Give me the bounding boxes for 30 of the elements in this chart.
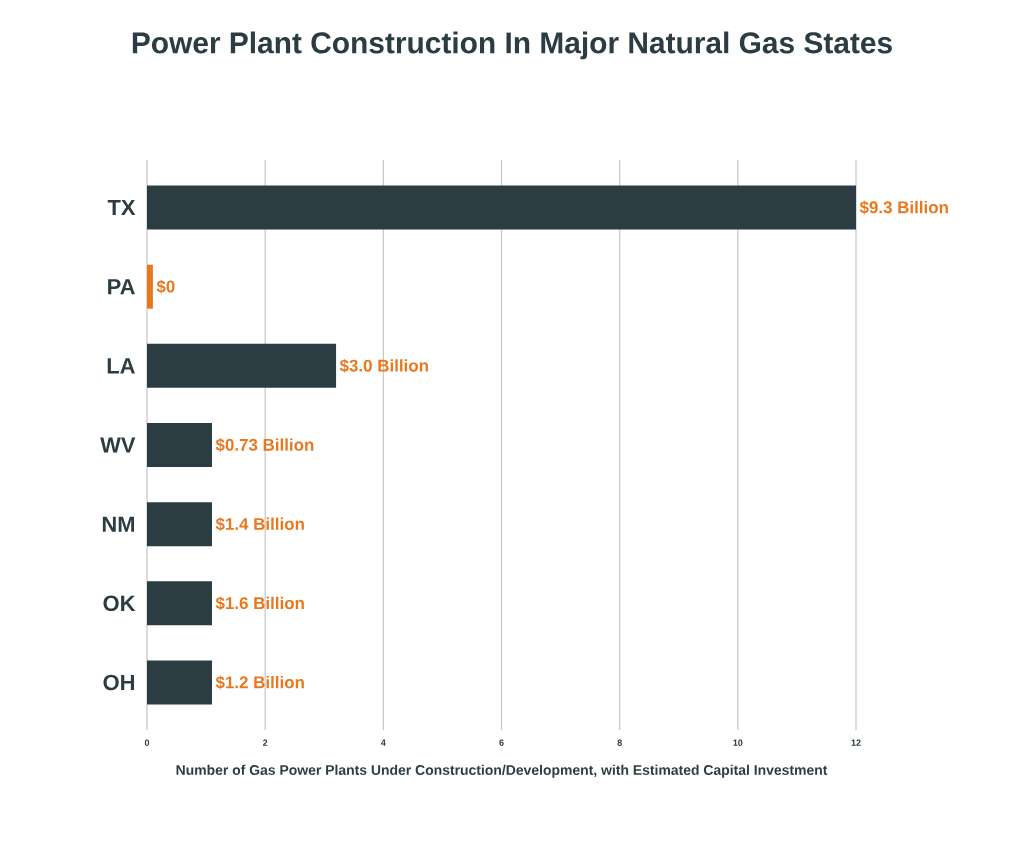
annotation: $1.2 Billion (215, 675, 304, 690)
chart-title: Power Plant Construction In Major Natural Gas States (132, 31, 892, 60)
annotation: $0 (156, 279, 175, 294)
y-tick-label: LA (107, 358, 135, 374)
annotation: $3.0 Billion (339, 358, 428, 373)
y-tick-label: OH (103, 674, 135, 691)
y-tick-label: OK (103, 595, 136, 612)
bar (147, 185, 857, 230)
bar (147, 581, 212, 626)
y-tick-label: WV (100, 437, 136, 453)
y-tick-label: NM (102, 516, 135, 532)
x-tick-label: 8 (617, 739, 622, 746)
x-tick-label: 0 (144, 739, 150, 746)
x-axis-title: Number of Gas Power Plants Under Construction/Development, with Estimated Capital Investment (176, 764, 828, 778)
annotation: $9.3 Billion (859, 200, 948, 215)
x-tick-label: 10 (733, 739, 743, 746)
x-tick-label: 12 (851, 739, 861, 746)
bar (147, 343, 337, 388)
x-tick-label: 2 (262, 739, 268, 746)
annotation: $1.6 Billion (215, 596, 304, 611)
y-tick-label: PA (108, 279, 135, 295)
bar (147, 502, 212, 547)
bar (147, 423, 212, 467)
x-tick-label: 4 (380, 739, 386, 746)
x-tick-label: 6 (499, 739, 504, 746)
y-tick-label: TX (107, 199, 136, 216)
bar (147, 660, 212, 705)
annotation: $1.4 Billion (215, 517, 304, 532)
annotation: $0.73 Billion (215, 438, 314, 452)
bar (147, 264, 153, 309)
